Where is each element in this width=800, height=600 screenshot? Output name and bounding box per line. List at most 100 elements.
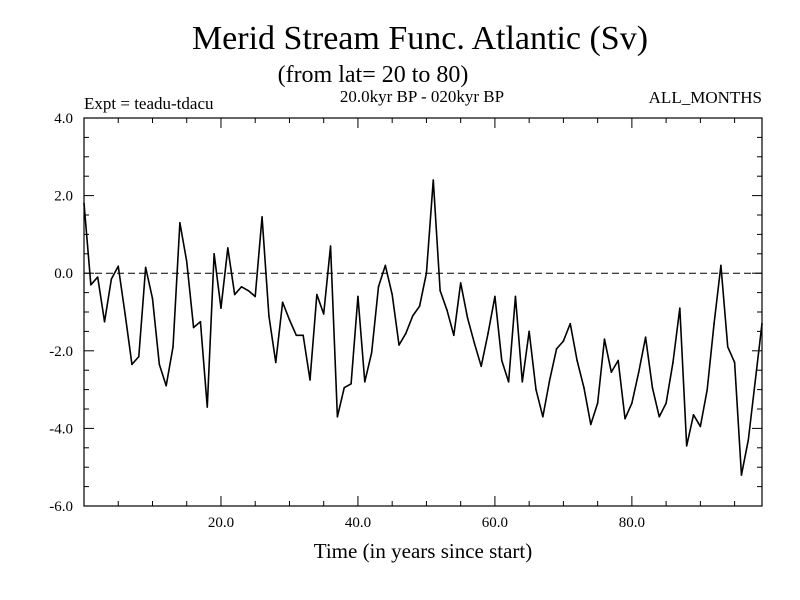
data-point (514, 295, 517, 298)
data-point (151, 297, 154, 300)
data-point (220, 307, 222, 309)
data-point (261, 216, 263, 218)
data-point (740, 474, 743, 476)
data-point (206, 406, 209, 408)
data-point (233, 293, 236, 296)
data-point (644, 336, 647, 339)
data-point (637, 371, 640, 373)
data-point (576, 359, 578, 362)
x-tick-label: 40.0 (345, 515, 371, 531)
data-point (192, 326, 195, 329)
data-point (706, 388, 709, 391)
data-point (398, 344, 400, 346)
data-point (528, 330, 530, 333)
data-point (309, 379, 311, 381)
data-point (610, 371, 613, 373)
data-point (329, 245, 332, 247)
data-point (596, 402, 599, 404)
axis-tick-labels: 20.0 40.0 60.0 80.0 -6.0 -4.0 -2.0 0.0 2.0 4.0 (49, 111, 645, 531)
data-point (651, 386, 654, 389)
data-point (124, 313, 126, 315)
y-tick-label: 0.0 (54, 266, 73, 282)
data-point (405, 332, 407, 335)
data-point (83, 202, 85, 205)
data-point (103, 320, 106, 323)
data-point (542, 415, 544, 418)
data-point (172, 346, 174, 348)
data-point (391, 293, 393, 296)
data-point (521, 381, 524, 383)
series-line (83, 179, 763, 476)
y-tick-label: -2.0 (49, 344, 73, 360)
data-point (500, 359, 503, 362)
data-points (83, 179, 763, 476)
data-point (617, 359, 619, 362)
data-point (439, 289, 441, 292)
data-point (713, 322, 715, 325)
data-point (692, 414, 695, 416)
data-point (432, 179, 435, 181)
data-point (281, 301, 284, 304)
x-tick-label: 20.0 (208, 515, 234, 531)
data-point (227, 247, 229, 249)
data-point (535, 388, 537, 391)
data-point (555, 348, 558, 350)
data-point (137, 355, 140, 358)
plot-frame (83, 117, 763, 507)
data-point (343, 386, 346, 389)
data-point (370, 351, 373, 354)
data-point (411, 315, 414, 317)
data-point (274, 361, 277, 364)
data-point (562, 340, 565, 342)
data-point (507, 381, 510, 383)
data-point (384, 264, 387, 267)
chart-subtitle: (from lat= 20 to 80) (278, 62, 469, 88)
y-tick-label: -6.0 (49, 499, 73, 515)
data-point (350, 382, 352, 385)
data-point (624, 417, 626, 420)
chart-title: Merid Stream Func. Atlantic (Sv) (192, 20, 648, 57)
data-point (295, 334, 298, 337)
data-point (720, 264, 722, 267)
data-point (569, 322, 572, 325)
data-point (302, 334, 304, 337)
data-point (179, 221, 181, 224)
data-point (726, 346, 729, 348)
data-point (425, 272, 428, 275)
data-point (322, 313, 325, 315)
data-point (658, 415, 661, 418)
y-tick-label: -4.0 (49, 421, 73, 437)
data-point (679, 307, 681, 309)
data-point (494, 295, 496, 298)
data-point (459, 282, 462, 284)
data-point (699, 425, 702, 428)
data-point (288, 318, 291, 321)
data-point (377, 285, 380, 288)
data-point (665, 402, 667, 404)
data-point (754, 381, 756, 383)
y-tick-label: 2.0 (54, 189, 73, 205)
data-point (418, 305, 421, 307)
data-point (336, 415, 339, 418)
data-point (240, 285, 243, 288)
data-point (357, 295, 359, 298)
data-point (685, 445, 688, 447)
x-tick-label: 80.0 (619, 515, 645, 531)
expt-label: Expt = teadu-tdacu (84, 94, 214, 113)
data-point (90, 284, 92, 286)
data-point (480, 365, 483, 368)
data-point (316, 293, 318, 296)
data-point (473, 342, 476, 344)
period-label: 20.0kyr BP - 020kyr BP (340, 87, 504, 106)
data-point (466, 317, 469, 319)
data-point (733, 361, 736, 364)
months-label: ALL_MONTHS (649, 88, 762, 107)
data-point (144, 266, 147, 269)
data-point (453, 334, 455, 337)
data-point (487, 332, 489, 335)
data-point (185, 260, 188, 263)
x-axis-label: Time (in years since start) (314, 539, 533, 563)
axis-ticks (84, 118, 762, 506)
data-point (589, 423, 592, 426)
data-point (761, 322, 763, 325)
